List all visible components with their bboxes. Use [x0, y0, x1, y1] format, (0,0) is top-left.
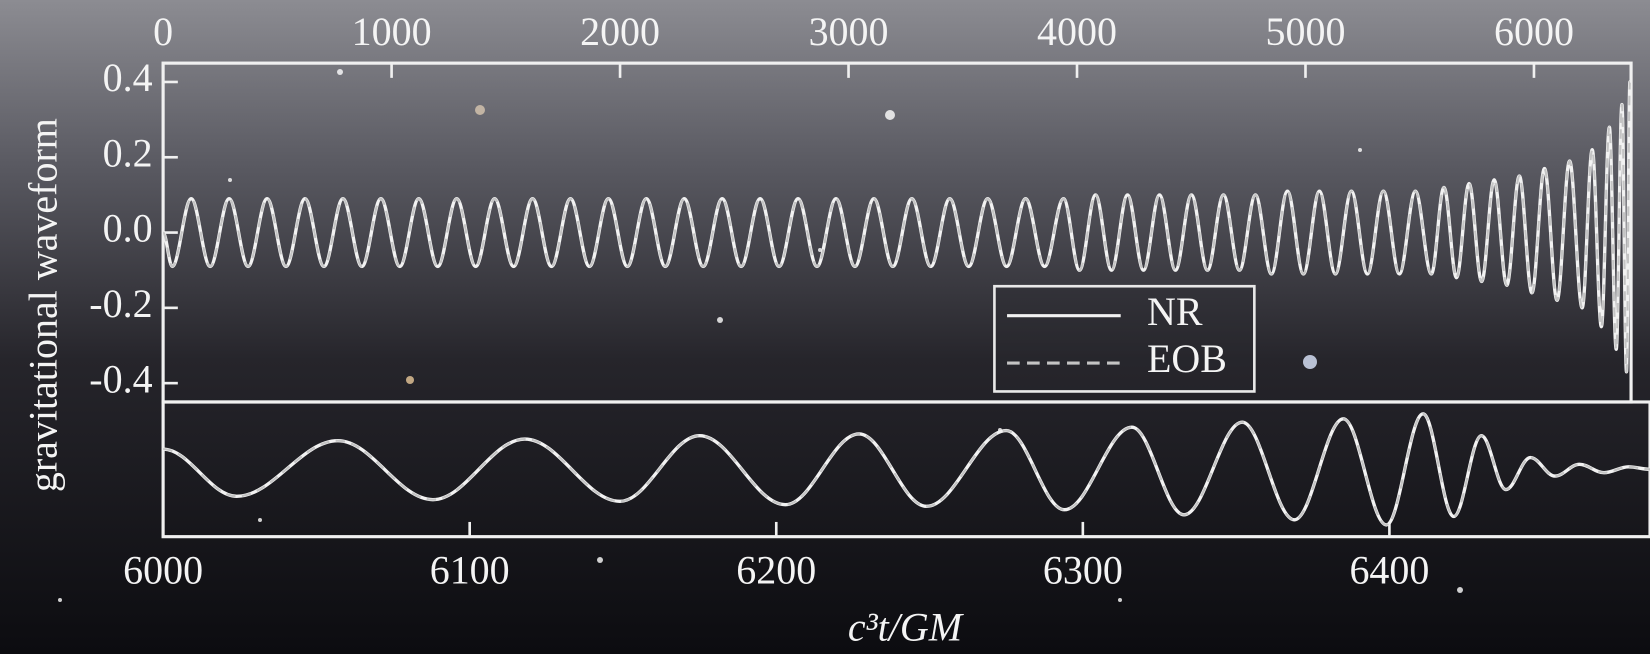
y-axis-title: gravitational waveform	[21, 118, 66, 492]
x-tick-label: 4000	[1037, 9, 1117, 54]
panel-frame	[163, 63, 1631, 402]
x-tick-label: 6200	[736, 548, 816, 593]
chart: gravitational waveform c³t/GM 0 1000 2000 3…	[0, 0, 1650, 654]
waveform-line	[163, 82, 1630, 372]
legend-label: NR	[1147, 289, 1203, 334]
x-tick-label: 2000	[580, 9, 660, 54]
waveform-line	[163, 82, 1630, 372]
y-tick-label: 0.2	[103, 130, 153, 175]
y-tick-label: -0.2	[89, 281, 152, 326]
legend-label: EOB	[1147, 336, 1227, 381]
x-tick-label: 6400	[1349, 548, 1429, 593]
x-tick-label: 3000	[809, 9, 889, 54]
x-tick-label: 0	[153, 9, 173, 54]
x-tick-label: 5000	[1266, 9, 1346, 54]
x-tick-label: 6000	[1494, 9, 1574, 54]
x-axis-title: c³t/GM	[848, 605, 965, 650]
y-tick-label: 0.4	[103, 55, 153, 100]
x-tick-label: 6000	[123, 548, 203, 593]
y-tick-label: -0.4	[89, 356, 152, 401]
x-tick-label: 6300	[1043, 548, 1123, 593]
y-tick-label: 0.0	[103, 206, 153, 251]
x-tick-label: 1000	[352, 9, 432, 54]
x-tick-label: 6100	[430, 548, 510, 593]
waveform-line	[163, 414, 1650, 525]
plot-area: gravitational waveform c³t/GM 0 1000 2000 3…	[21, 9, 1650, 650]
page: gravitational waveform c³t/GM 0 1000 2000 3…	[0, 0, 1650, 654]
